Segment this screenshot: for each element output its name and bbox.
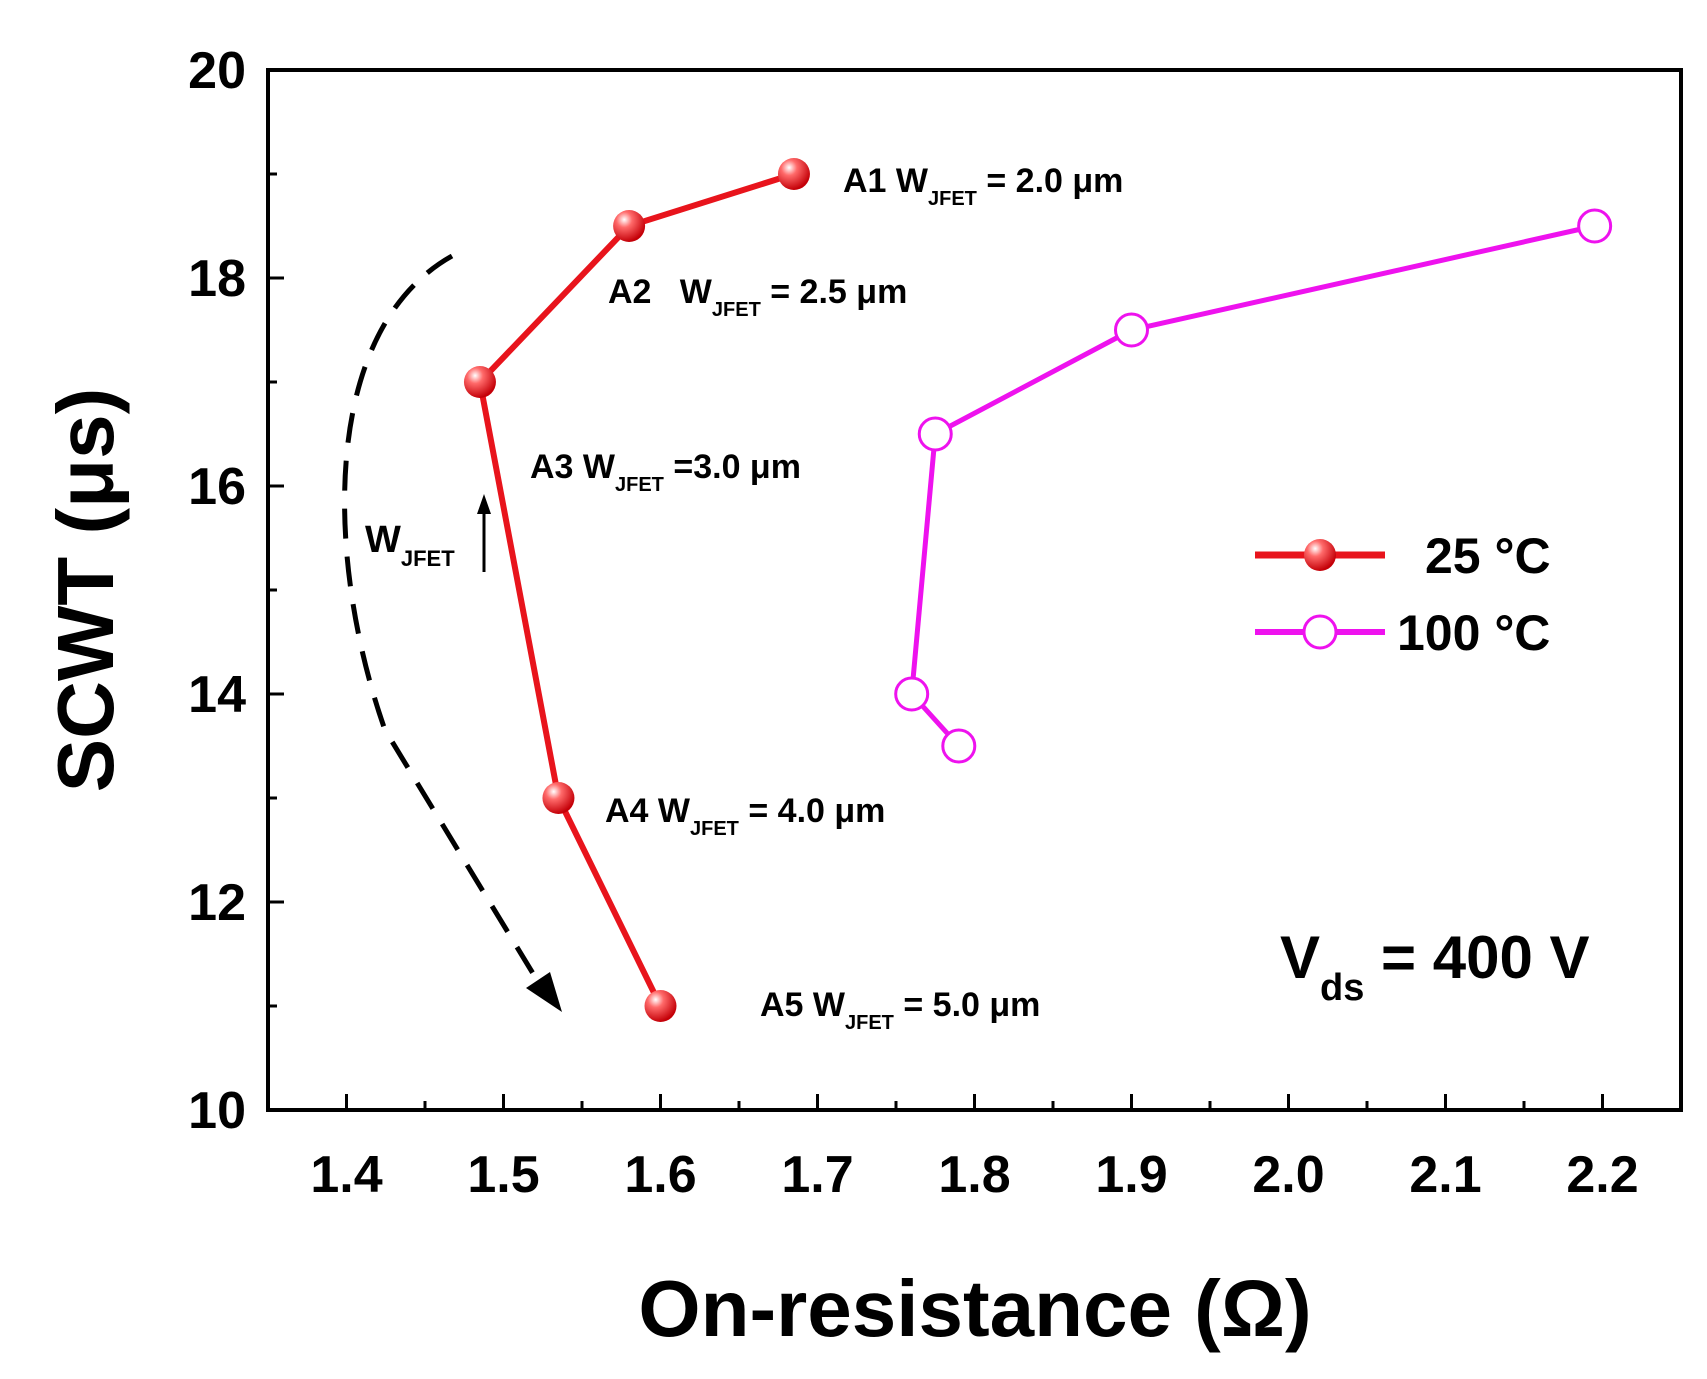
data-point-25c [463, 366, 496, 398]
legend-marker-100c [1302, 614, 1338, 650]
y-axis-label: SCWT (μs) [41, 388, 130, 792]
data-point-25c [613, 210, 646, 242]
wjfet-trend-annotation: WJFET [365, 494, 491, 572]
y-tick-label: 12 [188, 874, 246, 932]
x-tick-label: 1.5 [467, 1146, 539, 1204]
x-tick-label: 2.2 [1566, 1146, 1638, 1204]
legend: 25 °C 100 °C [1255, 528, 1551, 661]
data-point-100c [894, 676, 930, 712]
x-tick-label: 1.9 [1095, 1146, 1167, 1204]
y-tick-label: 20 [188, 42, 246, 100]
legend-label-100c: 100 °C [1397, 605, 1550, 661]
y-tick-label: 18 [188, 250, 246, 308]
point-label-a4: A4 WJFET = 4.0 μm [605, 792, 885, 840]
y-axis-ticks: 10 12 14 16 18 20 [188, 42, 284, 1140]
data-point-25c [542, 782, 575, 814]
condition-label: Vds = 400 V [1280, 924, 1590, 1009]
x-tick-label: 1.7 [781, 1146, 853, 1204]
trend-arrow-head [526, 972, 562, 1012]
series-line-100c [909, 223, 1596, 748]
data-point-25c [777, 158, 810, 190]
y-tick-label: 10 [188, 1082, 246, 1140]
series-layer [463, 158, 1613, 1022]
point-label-a1: A1 WJFET = 2.0 μm [843, 162, 1123, 210]
x-tick-label: 2.0 [1252, 1146, 1324, 1204]
data-point-25c [644, 990, 677, 1022]
y-tick-label: 16 [188, 458, 246, 516]
wjfet-trend-label: WJFET [365, 519, 455, 571]
legend-label-25c: 25 °C [1425, 528, 1551, 584]
x-tick-label: 1.6 [624, 1146, 696, 1204]
x-axis-label: On-resistance (Ω) [638, 1264, 1311, 1353]
wjfet-trend-up-arrow-head [477, 494, 491, 514]
x-axis-ticks: 1.4 1.5 1.6 1.7 1.8 1.9 2.0 2.1 2.2 [310, 1094, 1639, 1204]
trend-arrow-curve [342, 253, 543, 987]
x-tick-label: 2.1 [1409, 1146, 1481, 1204]
point-labels: A1 WJFET = 2.0 μm A2 WJFET = 2.5 μm A3 W… [530, 162, 1123, 1034]
legend-marker-25c [1304, 539, 1336, 571]
y-tick-label: 14 [188, 666, 246, 724]
point-label-a5: A5 WJFET = 5.0 μm [760, 986, 1040, 1034]
data-point-100c [917, 416, 953, 452]
x-tick-label: 1.4 [310, 1146, 382, 1204]
x-tick-label: 1.8 [938, 1146, 1010, 1204]
data-point-100c [1114, 312, 1149, 348]
point-label-a2: A2 WJFET = 2.5 μm [608, 273, 907, 321]
data-point-100c [941, 728, 977, 764]
point-label-a3: A3 WJFET =3.0 μm [530, 448, 801, 496]
data-point-100c [1577, 208, 1613, 244]
